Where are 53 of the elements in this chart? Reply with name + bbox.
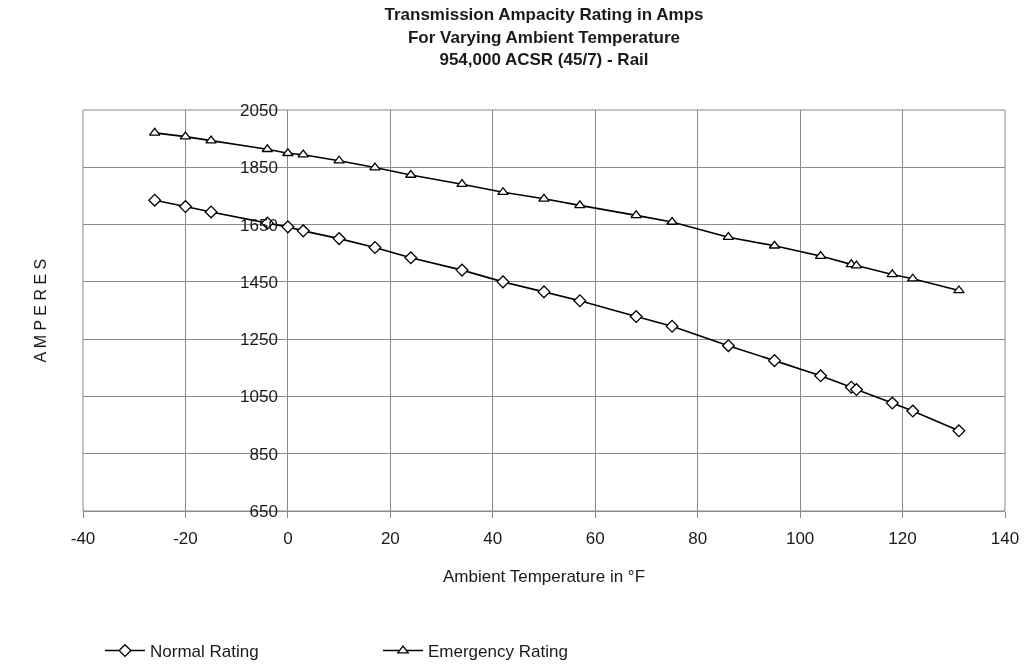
point — [369, 162, 381, 171]
x-tick-label: 100 — [785, 529, 815, 549]
point — [497, 187, 509, 196]
point — [282, 148, 294, 157]
point — [404, 251, 418, 265]
point — [296, 224, 310, 238]
chart-title: Transmission Ampacity Rating in Amps For Varying Ambient Temperature 954,000 ACSR (45/7) - Rail — [384, 5, 704, 69]
point — [885, 396, 899, 410]
point — [849, 383, 863, 397]
point — [768, 354, 781, 368]
y-tick-label: 2050 — [240, 100, 278, 120]
y-tick-label: 1250 — [240, 330, 278, 350]
y-tick-label: 650 — [249, 501, 278, 521]
legend-label: Normal Rating — [150, 642, 259, 662]
point — [332, 232, 346, 246]
point — [455, 263, 469, 277]
x-tick-label: 60 — [585, 529, 605, 549]
x-tick-label: 120 — [888, 529, 917, 549]
point — [573, 294, 587, 308]
point — [148, 193, 162, 207]
point — [368, 240, 382, 254]
point — [574, 200, 586, 209]
point — [178, 200, 192, 214]
point — [629, 310, 643, 324]
point — [537, 285, 551, 299]
point — [204, 205, 218, 219]
point — [906, 404, 920, 418]
point — [538, 193, 550, 202]
legend-label: Emergency Rating — [428, 642, 568, 662]
point — [456, 179, 468, 188]
x-tick-label: 0 — [283, 529, 293, 549]
x-axis-title: Ambient Temperature in °F — [442, 566, 646, 586]
point — [665, 319, 679, 333]
x-tick-label: -20 — [173, 529, 198, 549]
x-tick-label: 80 — [688, 529, 708, 549]
x-tick-label: 20 — [380, 529, 400, 549]
point — [953, 285, 965, 294]
point — [281, 220, 295, 234]
point — [814, 369, 828, 383]
y-axis-title: A M P E R E S — [31, 258, 49, 363]
y-tick-label: 1450 — [240, 272, 278, 292]
point — [333, 155, 345, 164]
point — [666, 216, 678, 225]
point — [496, 275, 510, 289]
x-tick-label: 40 — [483, 529, 503, 549]
x-tick-label: -40 — [70, 529, 96, 549]
point — [721, 339, 735, 353]
y-tick-label: 850 — [249, 444, 278, 464]
point — [952, 424, 966, 438]
x-tick-label: 140 — [990, 529, 1020, 549]
point — [205, 135, 217, 144]
y-tick-label: 1050 — [240, 387, 278, 407]
y-tick-label: 1850 — [240, 158, 278, 178]
